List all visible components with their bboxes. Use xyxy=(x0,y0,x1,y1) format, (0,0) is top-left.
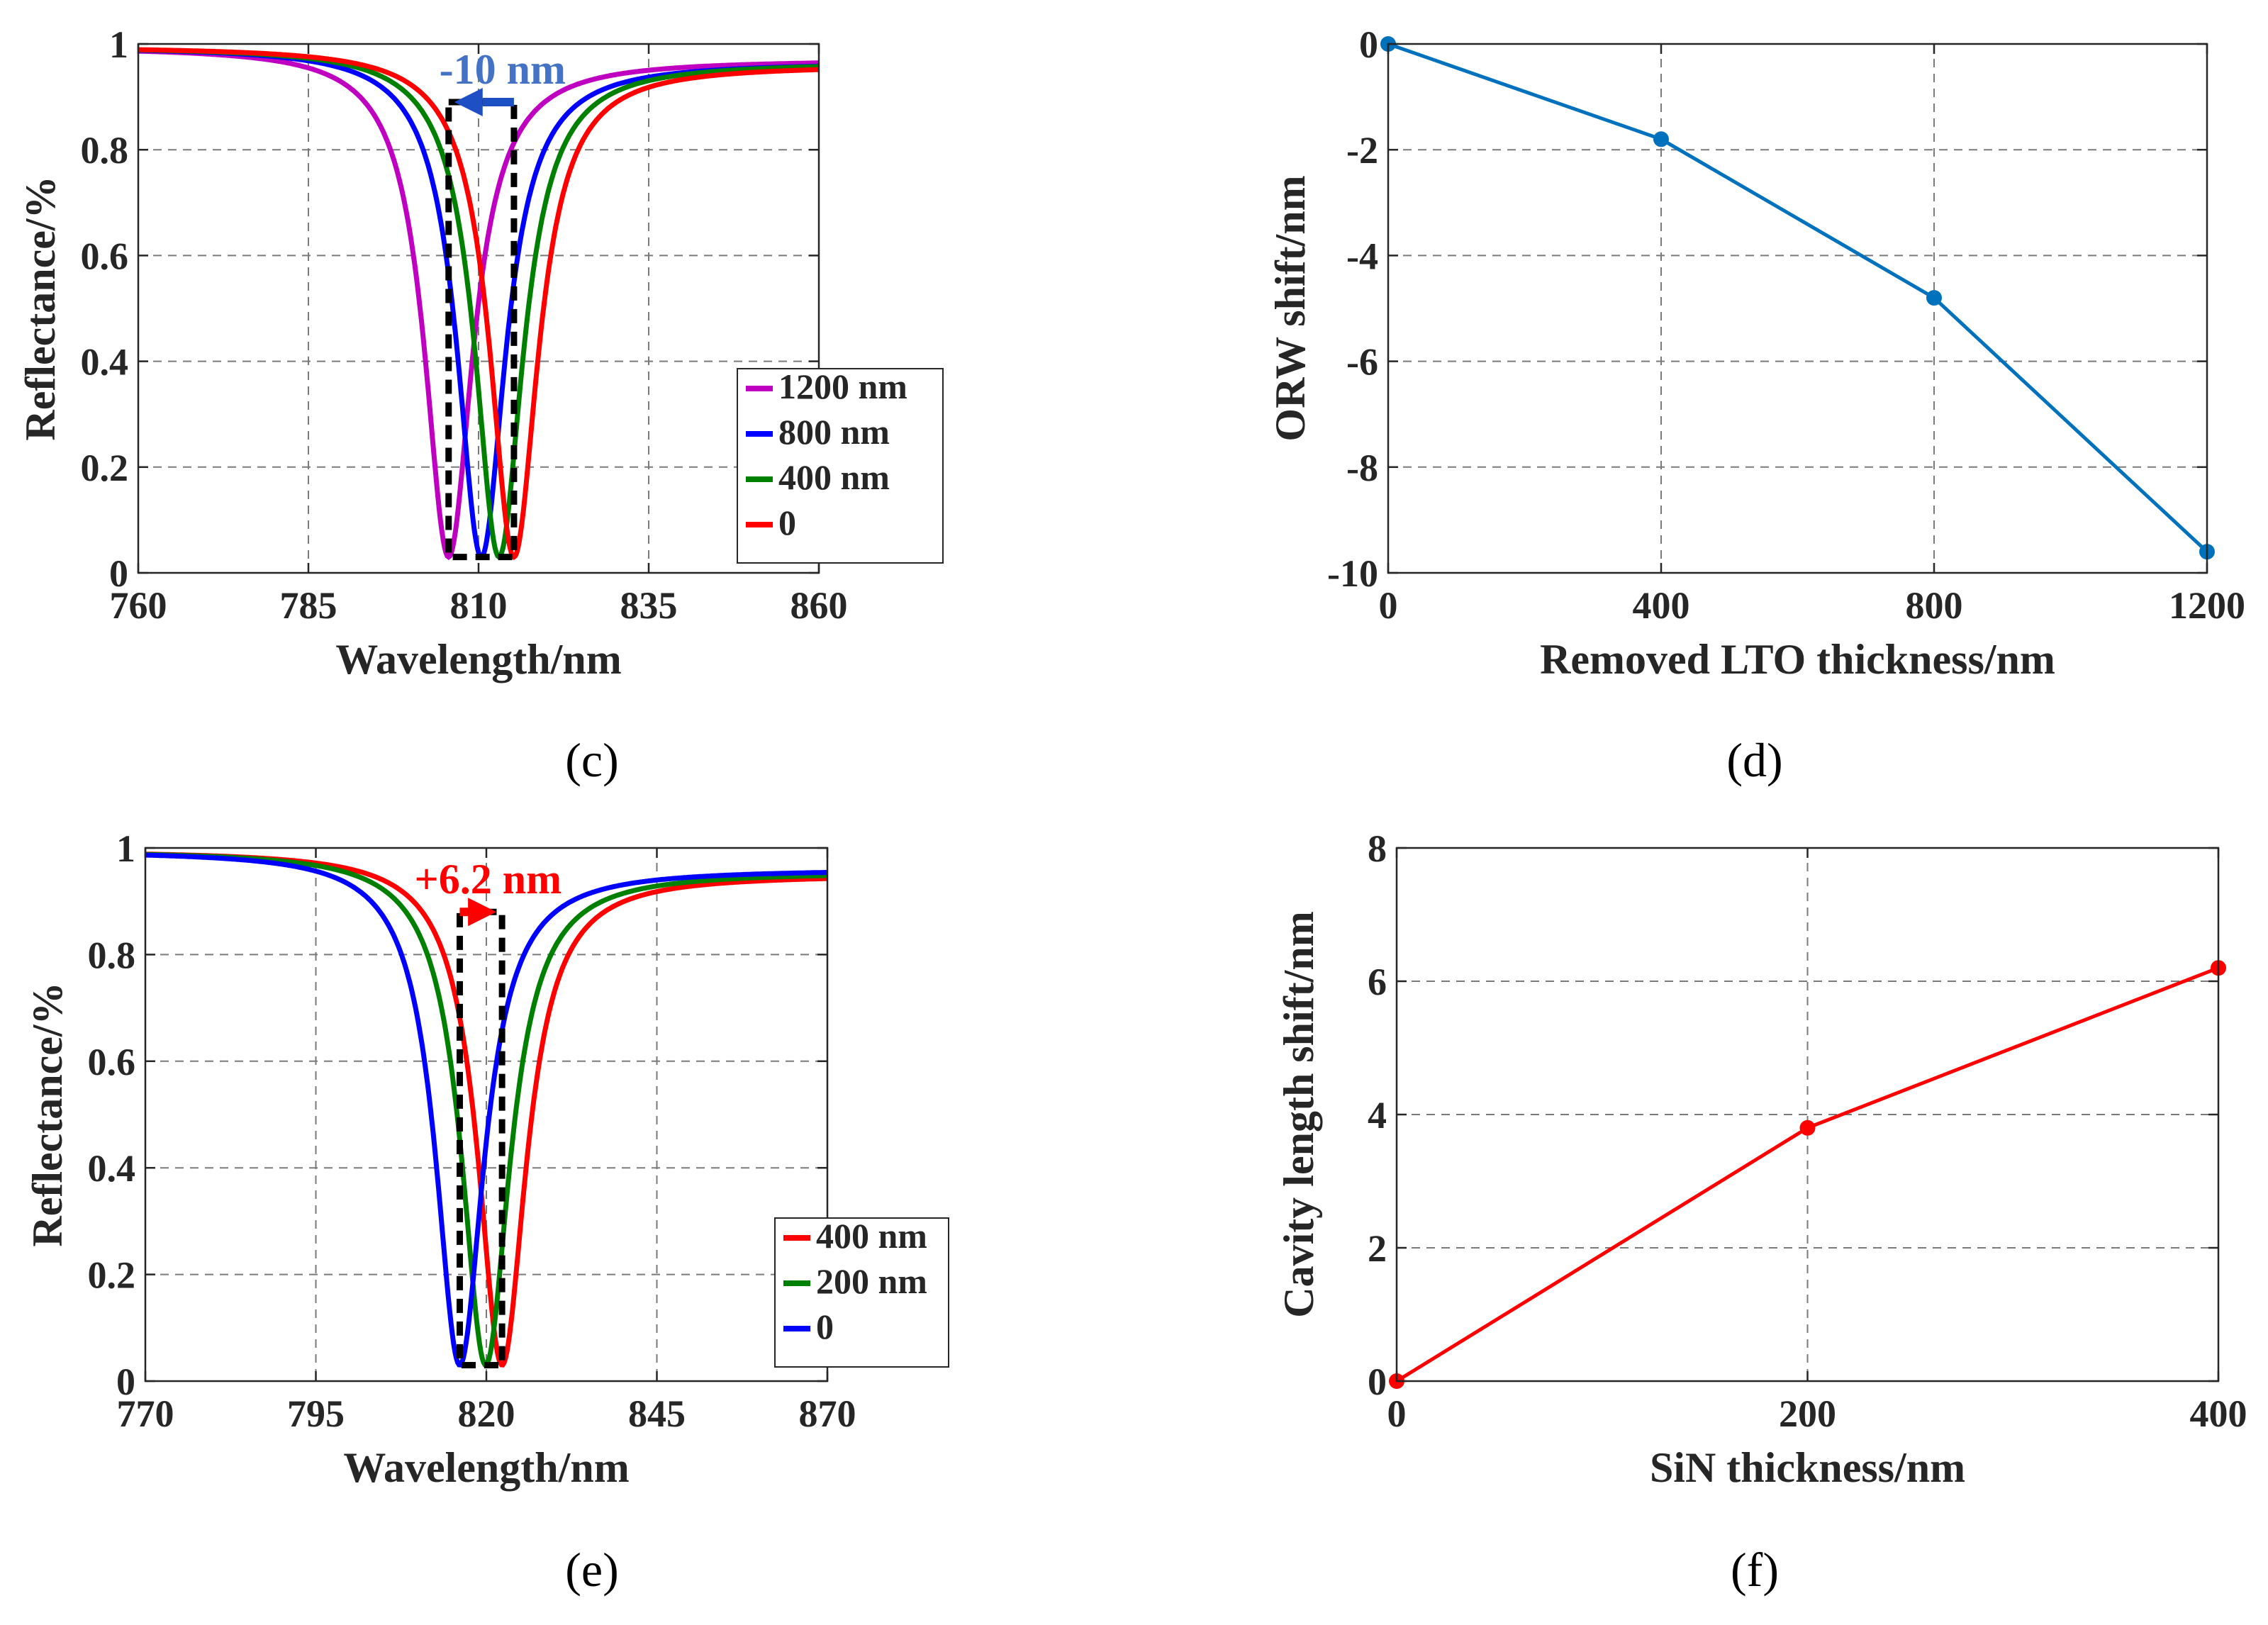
y-tick-label: 0.2 xyxy=(81,447,129,489)
x-axis-label: SiN thickness/nm xyxy=(1650,1444,1965,1491)
y-axis-label: Reflectance/% xyxy=(17,176,64,440)
panel-caption: (d) xyxy=(1726,733,1782,787)
x-axis-label: Removed LTO thickness/nm xyxy=(1540,636,2055,683)
legend-label-0: 1200 nm xyxy=(778,367,907,406)
y-tick-label: -10 xyxy=(1327,552,1378,595)
x-tick-label: 0 xyxy=(1379,584,1398,627)
x-tick-label: 0 xyxy=(1387,1392,1407,1435)
series-line-1 xyxy=(145,851,828,1368)
x-tick-label: 770 xyxy=(117,1392,174,1435)
y-tick-label: 8 xyxy=(1368,827,1387,870)
y-tick-label: 0 xyxy=(1368,1361,1387,1403)
y-tick-label: 0.2 xyxy=(88,1254,136,1297)
x-tick-label: 845 xyxy=(628,1392,686,1435)
chart-panel-1: 0 400 800 1200 -10 -8 -6 -4 -2 0 Removed LTO thick… xyxy=(1267,23,2245,787)
x-tick-label: 820 xyxy=(458,1392,515,1435)
y-tick-label: 1 xyxy=(109,23,128,66)
y-tick-label: 6 xyxy=(1368,961,1387,1003)
y-axis-label: Reflectance/% xyxy=(24,982,71,1246)
legend-label-1: 200 nm xyxy=(816,1261,927,1301)
y-tick-label: -4 xyxy=(1346,235,1378,277)
data-point xyxy=(1653,131,1669,147)
panel-caption: (e) xyxy=(565,1543,618,1597)
x-tick-label: 400 xyxy=(2190,1392,2247,1435)
x-tick-label: 200 xyxy=(1779,1392,1836,1435)
x-tick-label: 810 xyxy=(450,584,508,627)
x-tick-label: 795 xyxy=(287,1392,345,1435)
y-tick-label: 0.8 xyxy=(88,934,136,976)
y-tick-label: 0.6 xyxy=(81,235,129,277)
legend-label-0: 400 nm xyxy=(816,1216,927,1256)
y-axis-label: Cavity length shift/nm xyxy=(1275,911,1322,1317)
x-tick-label: 800 xyxy=(1906,584,1963,627)
shift-arrowhead xyxy=(454,88,483,117)
legend-label-2: 0 xyxy=(816,1307,834,1346)
x-tick-label: 870 xyxy=(799,1392,856,1435)
x-tick-label: 1200 xyxy=(2169,584,2245,627)
y-tick-label: 0 xyxy=(116,1361,135,1403)
series-line xyxy=(1387,42,2208,553)
legend-box xyxy=(737,368,944,564)
panel-caption: (c) xyxy=(565,733,618,787)
series-line-0 xyxy=(138,48,820,561)
chart-panel-3: 0 200 400 0 2 4 6 8 SiN thickness/nm Cavity lengt… xyxy=(1275,827,2247,1597)
y-tick-label: 0 xyxy=(1359,23,1378,66)
y-tick-label: 0.4 xyxy=(88,1147,136,1190)
y-axis-label: ORW shift/nm xyxy=(1267,175,1314,441)
series-line-2 xyxy=(145,852,827,1368)
y-tick-label: 1 xyxy=(116,827,135,870)
y-tick-label: 4 xyxy=(1368,1094,1387,1137)
x-tick-label: 785 xyxy=(280,584,337,627)
shift-annotation: +6.2 nm xyxy=(415,856,562,903)
y-tick-label: -6 xyxy=(1346,341,1378,384)
y-tick-label: -8 xyxy=(1346,447,1378,489)
legend-box xyxy=(774,1217,949,1368)
series-line-3 xyxy=(138,47,819,561)
y-tick-label: 0.6 xyxy=(88,1041,136,1083)
legend-label-3: 0 xyxy=(778,503,796,542)
x-tick-label: 760 xyxy=(110,584,167,627)
y-tick-label: 0 xyxy=(109,552,128,595)
x-axis-label: Wavelength/nm xyxy=(343,1444,629,1491)
x-tick-label: 835 xyxy=(620,584,678,627)
data-point xyxy=(1926,290,1942,306)
legend-label-2: 400 nm xyxy=(778,457,890,497)
chart-panel-2: +6.2 nm 770 795 820 845 870 0 0.2 0.4 0.6 0.8 1 Wave… xyxy=(24,827,949,1597)
axes-frame xyxy=(1387,43,2208,574)
x-axis-label: Wavelength/nm xyxy=(335,636,621,683)
x-tick-label: 860 xyxy=(791,584,848,627)
y-tick-label: 0.8 xyxy=(81,129,129,172)
y-tick-label: -2 xyxy=(1346,129,1378,172)
x-tick-label: 400 xyxy=(1633,584,1690,627)
y-tick-label: 2 xyxy=(1368,1227,1387,1270)
y-tick-label: 0.4 xyxy=(81,341,129,384)
shift-annotation: -10 nm xyxy=(440,46,566,93)
panel-caption: (f) xyxy=(1731,1543,1779,1597)
legend-label-1: 800 nm xyxy=(778,412,890,452)
shift-arrowhead xyxy=(468,898,497,927)
chart-panel-0: -10 nm 760 785 810 835 860 0 0.2 0.4 0.6 0.8 1 Wavel… xyxy=(17,23,944,787)
data-point xyxy=(1799,1119,1816,1136)
